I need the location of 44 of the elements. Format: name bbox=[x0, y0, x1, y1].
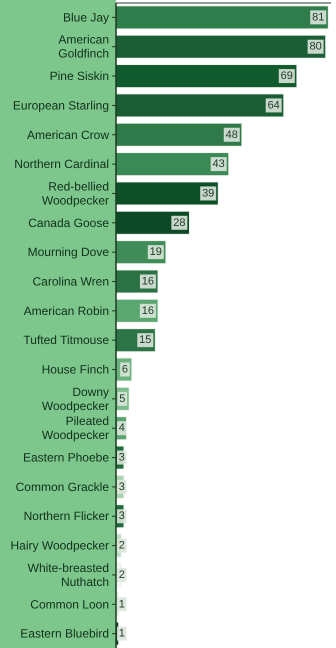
data-label: 69 bbox=[280, 70, 293, 82]
y-tick-label: Eastern Phoebe bbox=[22, 450, 110, 465]
y-tick-label: Mourning Dove bbox=[28, 245, 110, 260]
y-tick-label: Common Loon bbox=[30, 597, 109, 612]
data-label: 19 bbox=[150, 246, 162, 258]
data-label: 1 bbox=[118, 598, 125, 610]
y-tick-label: White-breasted Nuthatch bbox=[28, 560, 109, 589]
y-tick-label: Blue Jay bbox=[62, 10, 109, 24]
y-tick-label: Canada Goose bbox=[28, 216, 110, 230]
data-label: 2 bbox=[118, 540, 125, 552]
y-tick-label: European Starling bbox=[12, 98, 109, 112]
data-label: 39 bbox=[202, 187, 214, 200]
y-tick-label: Northern Cardinal bbox=[14, 157, 109, 172]
y-tick-label: Red-bellied Woodpecker bbox=[42, 179, 109, 208]
data-label: 43 bbox=[212, 158, 225, 170]
y-tick-label: American Crow bbox=[26, 128, 110, 142]
data-label: 64 bbox=[268, 99, 280, 112]
data-label: 5 bbox=[119, 392, 126, 405]
data-label: 1 bbox=[118, 628, 125, 640]
y-tick-label: Carolina Wren bbox=[32, 274, 109, 288]
y-tick-label: House Finch bbox=[42, 362, 109, 377]
y-tick-label: American Robin bbox=[24, 304, 109, 318]
data-label: 15 bbox=[139, 334, 152, 346]
y-tick-label: Downy Woodpecker bbox=[42, 384, 109, 413]
data-label: 4 bbox=[118, 422, 125, 434]
y-tick-label: Northern Flicker bbox=[24, 509, 109, 524]
data-label: 80 bbox=[309, 40, 322, 53]
y-tick-label: American Goldfinch bbox=[58, 32, 109, 61]
data-label: 3 bbox=[118, 480, 125, 493]
y-tick-label: Common Grackle bbox=[16, 480, 110, 494]
y-tick-label: Hairy Woodpecker bbox=[10, 538, 110, 553]
data-label: 28 bbox=[173, 216, 186, 229]
data-label: 6 bbox=[122, 364, 128, 376]
y-tick-label: Eastern Bluebird bbox=[20, 626, 109, 641]
y-tick-label: Tufted Titmouse bbox=[23, 333, 110, 348]
data-label: 3 bbox=[118, 452, 125, 464]
data-label: 48 bbox=[226, 128, 238, 141]
data-label: 3 bbox=[118, 510, 125, 522]
data-label: 2 bbox=[118, 568, 125, 581]
y-tick-label: Pine Siskin bbox=[50, 69, 109, 84]
data-label: 16 bbox=[142, 304, 154, 317]
data-label: 81 bbox=[312, 11, 324, 24]
data-label: 16 bbox=[142, 275, 154, 288]
y-tick-label: Pileated Woodpecker bbox=[42, 414, 109, 442]
